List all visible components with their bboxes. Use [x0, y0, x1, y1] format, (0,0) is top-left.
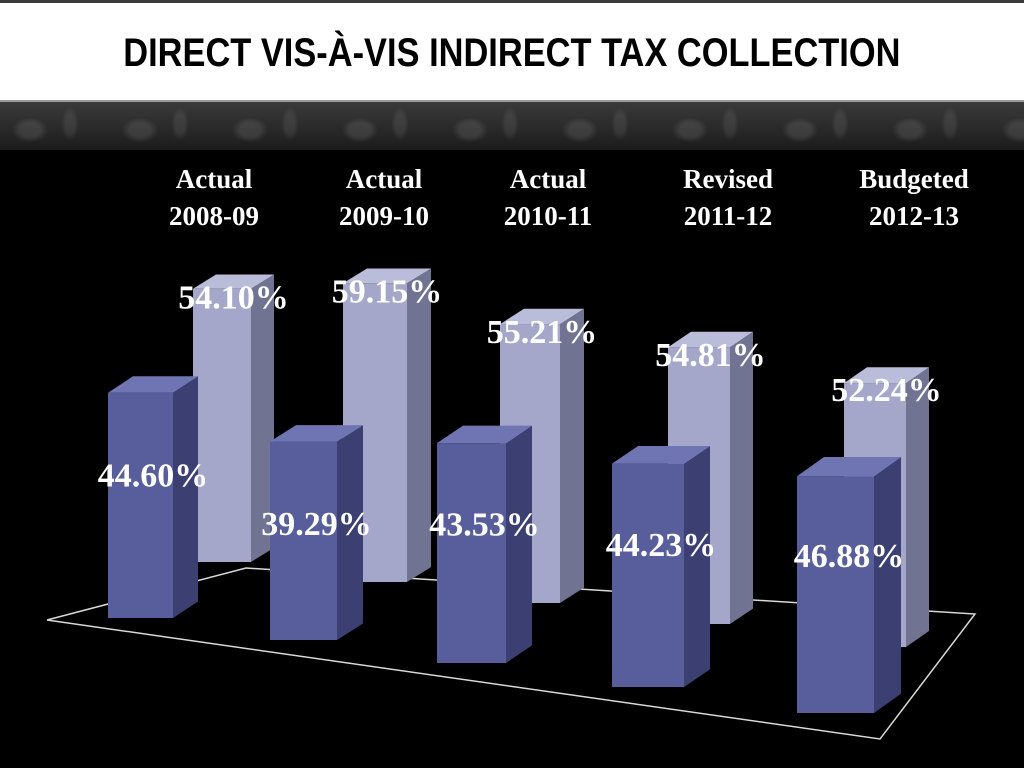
category-label-0: Actual 2008-09: [169, 164, 259, 231]
indirect-bar-3-side: [730, 331, 753, 624]
direct-bar-1-side: [337, 425, 363, 640]
direct-bar-4-top: [797, 457, 901, 477]
category-label-line: Revised: [683, 164, 773, 194]
direct-label-2: 43.53%: [429, 507, 540, 544]
direct-bar-3-side: [684, 446, 710, 687]
category-label-line: 2010-11: [504, 201, 593, 231]
direct-bar-4-front: [797, 476, 874, 713]
direct-bar-2-front: [437, 443, 506, 663]
direct-label-0: 44.60%: [98, 457, 209, 494]
tax-collection-chart: 54.10% 44.60% Actual 2008-09 59.15% 39.29% Act…: [46, 164, 977, 740]
indirect-bar-1-side: [407, 268, 431, 582]
direct-bar-3-top: [612, 446, 710, 464]
indirect-label-0: 54.10%: [178, 279, 289, 316]
direct-bar-3-front: [612, 463, 684, 687]
indirect-bar-4-side: [906, 367, 929, 647]
category-label-line: Actual: [510, 164, 587, 194]
direct-label-3: 44.23%: [606, 527, 717, 564]
direct-bar-0-front: [108, 392, 173, 618]
indirect-bar-2-side: [560, 308, 584, 603]
indirect-bar-0-side: [251, 274, 274, 562]
indirect-bar-0-front: [193, 288, 251, 562]
category-label-line: 2011-12: [684, 201, 773, 231]
indirect-label-3: 54.81%: [655, 337, 766, 374]
category-label-line: 2009-10: [339, 201, 429, 231]
direct-bar-0-top: [108, 376, 198, 393]
direct-bar-2-top: [437, 425, 532, 444]
decorative-band: [0, 100, 1024, 150]
indirect-label-1: 59.15%: [332, 273, 443, 310]
direct-bar-1-front: [270, 441, 337, 640]
direct-label-4: 46.88%: [794, 538, 905, 575]
indirect-bar-3-top: [668, 331, 753, 348]
title-bar: DIRECT VIS-À-VIS INDIRECT TAX COLLECTION: [0, 0, 1024, 100]
indirect-bar-2-top: [500, 308, 584, 325]
direct-bar-4-side: [874, 457, 901, 713]
direct-bar-0-side: [173, 376, 198, 618]
chart-area: 54.10% 44.60% Actual 2008-09 59.15% 39.29% Act…: [0, 150, 1024, 768]
indirect-label-2: 55.21%: [487, 314, 598, 351]
category-label-3: Revised 2011-12: [683, 164, 773, 231]
category-label-line: 2012-13: [869, 201, 959, 231]
direct-label-1: 39.29%: [261, 506, 372, 543]
indirect-label-4: 52.24%: [831, 372, 942, 409]
direct-bar-2-side: [506, 425, 532, 663]
slide-title: DIRECT VIS-À-VIS INDIRECT TAX COLLECTION: [123, 31, 901, 75]
category-label-line: Actual: [346, 164, 423, 194]
category-label-2: Actual 2010-11: [504, 164, 593, 231]
category-label-line: Actual: [176, 164, 253, 194]
category-label-1: Actual 2009-10: [339, 164, 429, 231]
indirect-bar-4-top: [844, 367, 929, 384]
category-label-line: 2008-09: [169, 201, 259, 231]
direct-bar-1-top: [270, 425, 363, 442]
category-label-line: Budgeted: [859, 164, 969, 194]
indirect-bar-1-top: [343, 268, 431, 284]
category-label-4: Budgeted 2012-13: [859, 164, 969, 231]
indirect-bar-0-top: [193, 274, 274, 289]
